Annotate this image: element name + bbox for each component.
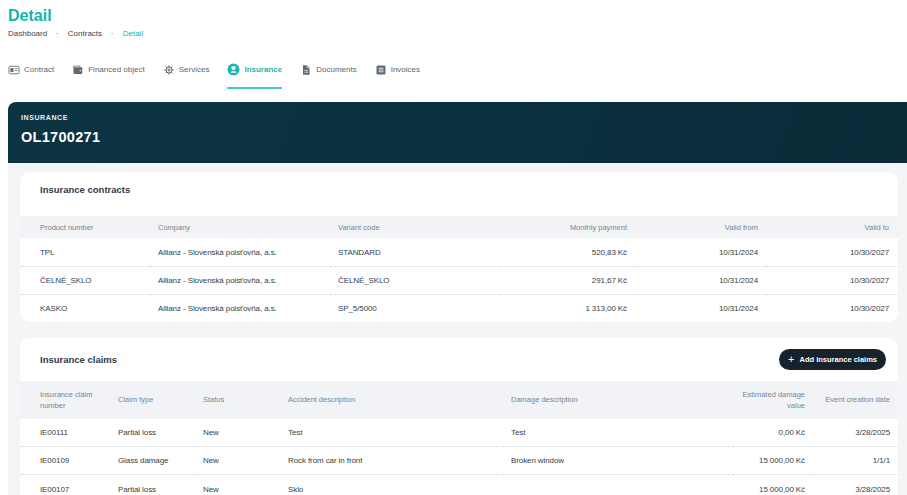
tab-label: Services [179,65,210,74]
column-header-accident-description: Accident description [280,381,503,419]
breadcrumb-separator: · [56,29,59,38]
table-cell: 1 313,00 Kč [500,294,635,322]
table-row[interactable]: IE00111Partial lossNewTestTest0,00 Kč3/2… [20,419,898,447]
table-cell [503,475,733,495]
insurance-agent-icon [227,63,240,76]
column-header-claim-type: Claim type [110,381,195,419]
table-cell: New [195,447,280,475]
table-cell: 3/28/2025 [813,475,898,495]
table-cell: New [195,419,280,447]
column-header-variant-code: Variant code [330,216,500,238]
table-row[interactable]: ČELNÉ_SKLOAllianz - Slovenská poisťovňa,… [20,266,898,294]
table-cell: 15 000,00 Kč [733,447,813,475]
table-cell: 3/28/2025 [813,419,898,447]
tab-label: Insurance [244,65,282,74]
table-row[interactable]: KASKOAllianz - Slovenská poisťovňa, a.s.… [20,294,898,322]
insurance-claims-card: Insurance claims + Add insurance claims … [20,338,898,495]
tab-label: Financed object [88,65,144,74]
tab-bar: Contract Financed object Services Insurance… [8,63,420,76]
tab-documents[interactable]: Documents [300,63,356,76]
column-header-insurance-claim-number: Insurance claim number [20,381,110,419]
insurance-contracts-table: Product numberCompanyVariant codeMonthly… [20,216,898,322]
table-cell: New [195,475,280,495]
column-header-damage-description: Damage description [503,381,733,419]
insurance-contracts-title: Insurance contracts [40,184,130,195]
table-cell: 10/31/2024 [635,294,766,322]
table-row[interactable]: TPLAllianz - Slovenská poisťovňa, a.s.ST… [20,238,898,266]
tab-invoices[interactable]: Invoices [375,63,420,76]
table-cell: Broken window [503,447,733,475]
breadcrumb-item-detail: Detail [123,29,143,38]
table-cell: IE00111 [20,419,110,447]
table-cell: 0,00 Kč [733,419,813,447]
table-cell: 10/30/2027 [766,266,898,294]
table-row[interactable]: IE00107Partial lossNewSklo 15 000,00 Kč3/… [20,475,898,495]
insurance-claims-title: Insurance claims [40,354,117,365]
breadcrumb-item-dashboard[interactable]: Dashboard [8,29,47,38]
add-insurance-claims-button[interactable]: + Add insurance claims [779,349,886,370]
insurance-claims-table: Insurance claim numberClaim typeStatusAc… [20,381,898,495]
column-header-status: Status [195,381,280,419]
tab-insurance[interactable]: Insurance [227,63,282,76]
tab-label: Invoices [391,65,420,74]
detail-panel: INSURANCE OL1700271 Insurance contracts … [8,102,907,495]
table-cell: ČELNÉ_SKLO [20,266,150,294]
table-cell: TPL [20,238,150,266]
plus-icon: + [788,356,794,363]
column-header-valid-to: Valid to [766,216,898,238]
column-header-event-creation-date: Event creation date [813,381,898,419]
table-cell: KASKO [20,294,150,322]
breadcrumb-separator: · [111,29,114,38]
document-icon [300,64,312,76]
table-cell: Test [280,419,503,447]
breadcrumb: Dashboard · Contracts · Detail [8,29,143,38]
gear-icon [163,64,175,76]
invoice-list-icon [375,64,387,76]
insurance-contracts-card: Insurance contracts Product numberCompan… [20,172,898,322]
table-cell: Sklo [280,475,503,495]
table-cell: 10/30/2027 [766,294,898,322]
table-cell: 10/30/2027 [766,238,898,266]
table-cell: Test [503,419,733,447]
wallet-icon [72,64,84,76]
column-header-valid-from: Valid from [635,216,766,238]
table-cell: STANDARD [330,238,500,266]
table-cell: Glass damage [110,447,195,475]
hero-label: INSURANCE [21,114,907,121]
table-cell: Partial loss [110,419,195,447]
table-cell: ČELNÉ_SKLO [330,266,500,294]
table-cell: SP_5/5000 [330,294,500,322]
table-cell: 1/1/1 [813,447,898,475]
column-header-monthly-payment: Monthly payment [500,216,635,238]
tab-label: Contract [24,65,54,74]
column-header-estimated-damage-value: Estimated damage value [733,381,813,419]
tab-contract[interactable]: Contract [8,63,54,76]
contract-number: OL1700271 [21,129,907,145]
table-cell: 520,83 Kč [500,238,635,266]
table-row[interactable]: IE00109Glass damageNewRock from car in f… [20,447,898,475]
table-cell: Rock from car in front [280,447,503,475]
breadcrumb-item-contracts[interactable]: Contracts [68,29,102,38]
id-card-icon [8,64,20,76]
tab-label: Documents [316,65,356,74]
table-cell: Allianz - Slovenská poisťovňa, a.s. [150,238,330,266]
page-title: Detail [8,7,52,25]
insurance-hero-banner: INSURANCE OL1700271 [8,102,907,163]
column-header-company: Company [150,216,330,238]
table-cell: Allianz - Slovenská poisťovňa, a.s. [150,294,330,322]
table-cell: Allianz - Slovenská poisťovňa, a.s. [150,266,330,294]
column-header-product-number: Product number [20,216,150,238]
table-cell: IE00107 [20,475,110,495]
table-cell: 10/31/2024 [635,238,766,266]
table-cell: 291,67 Kč [500,266,635,294]
table-cell: Partial loss [110,475,195,495]
table-cell: 15 000,00 Kč [733,475,813,495]
tab-services[interactable]: Services [163,63,210,76]
table-cell: 10/31/2024 [635,266,766,294]
tab-financed-object[interactable]: Financed object [72,63,144,76]
table-cell: IE00109 [20,447,110,475]
